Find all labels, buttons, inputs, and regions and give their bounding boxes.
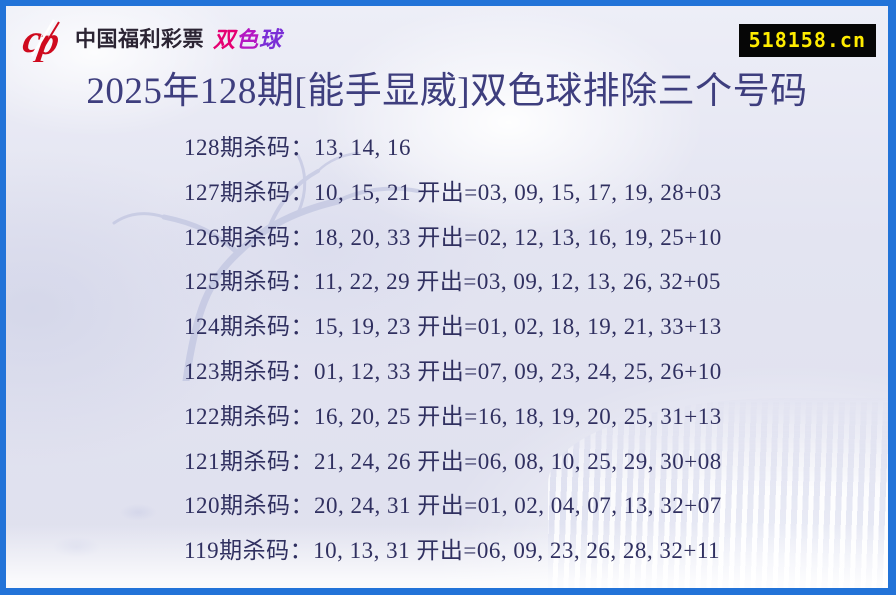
kill-number-list: 128期杀码：13, 14, 16 127期杀码：10, 15, 21 开出=0… [184, 126, 722, 574]
page-title: 2025年128期[能手显威]双色球排除三个号码 [86, 71, 808, 112]
list-item-120: 120期杀码：20, 24, 31 开出=01, 02, 04, 07, 13,… [184, 493, 722, 519]
tree-branches-art [112, 151, 420, 381]
list-item-119: 119期杀码：10, 13, 31 开出=06, 09, 23, 26, 28,… [184, 538, 720, 564]
water-foam-art [6, 524, 888, 588]
header: c p 中国福利彩票 双色球 [20, 14, 282, 62]
list-item-125: 125期杀码：11, 22, 29 开出=03, 09, 12, 13, 26,… [184, 269, 721, 295]
list-item-124: 124期杀码：15, 19, 23 开出=01, 02, 18, 19, 21,… [184, 314, 722, 340]
list-item-122: 122期杀码：16, 20, 25 开出=16, 18, 19, 20, 25,… [184, 403, 722, 429]
list-item-121: 121期杀码：21, 24, 26 开出=06, 08, 10, 25, 29,… [184, 448, 722, 474]
brand-name: 中国福利彩票 [75, 28, 204, 51]
list-item-123: 123期杀码：01, 12, 33 开出=07, 09, 23, 24, 25,… [184, 358, 722, 384]
china-welfare-lottery-cp-icon[interactable]: c p [20, 14, 68, 62]
brand-product-shuangseqiu: 双色球 [213, 27, 283, 52]
list-item-126: 126期杀码：18, 20, 33 开出=02, 12, 13, 16, 19,… [184, 224, 722, 250]
list-item-128: 128期杀码：13, 14, 16 [184, 135, 411, 160]
site-url-badge[interactable]: 518158.cn [738, 24, 876, 57]
list-item-127: 127期杀码：10, 15, 21 开出=03, 09, 15, 17, 19,… [184, 179, 722, 205]
